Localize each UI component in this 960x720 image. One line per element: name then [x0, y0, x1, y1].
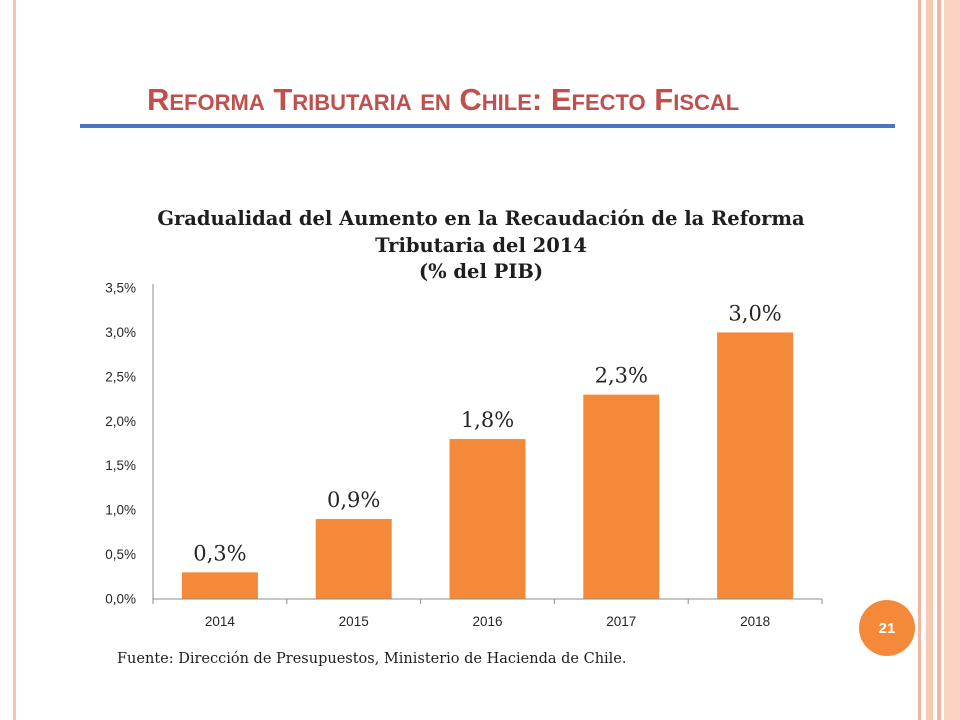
y-tick-label: 1,0%: [105, 503, 136, 518]
chart-subtitle: (% del PIB): [418, 260, 544, 283]
data-label-2014: 0,3%: [193, 541, 246, 565]
x-tick-label-2014: 2014: [205, 614, 236, 629]
right-border-stripe: [918, 0, 921, 720]
source-note: Fuente: Dirección de Presupuestos, Minis…: [117, 651, 627, 667]
y-tick-label: 2,0%: [105, 414, 136, 429]
bar-2014: [181, 572, 258, 599]
page-number: 21: [878, 619, 896, 637]
y-tick-label: 3,5%: [105, 281, 136, 296]
title-underline-rule: [80, 124, 895, 128]
data-label-2018: 3,0%: [728, 301, 781, 325]
y-tick-label: 1,5%: [105, 458, 136, 473]
bar-chart: 0,3% 2014 0,9% 2015 1,8% 2016 2,3% 2017 3,0% 2018…: [105, 281, 823, 629]
y-tick-label: 0,5%: [105, 547, 136, 562]
right-border-stripe: [937, 0, 941, 720]
bar-2015: [315, 519, 392, 599]
data-label-2016: 1,8%: [461, 408, 514, 432]
data-label-2015: 0,9%: [327, 488, 380, 512]
slide-title: Reforma Tributaria en Chile: Efecto Fisc…: [147, 82, 740, 117]
x-tick-label-2015: 2015: [339, 614, 369, 629]
bar-2018: [717, 332, 794, 599]
chart-heading: Gradualidad del Aumento en la Recaudació…: [101, 206, 861, 286]
y-tick-label: 3,0%: [105, 325, 136, 340]
right-border-stripe: [944, 0, 960, 720]
bar-2017: [583, 394, 660, 599]
chart-title: Gradualidad del Aumento en la Recaudació…: [157, 207, 805, 257]
x-tick-label-2017: 2017: [606, 614, 636, 629]
page-number-badge: 21: [859, 600, 915, 656]
right-border-stripe: [926, 0, 933, 720]
x-tick-label-2016: 2016: [472, 614, 502, 629]
y-tick-label: 0,0%: [105, 592, 136, 607]
x-tick-label-2018: 2018: [740, 614, 770, 629]
y-tick-label: 2,5%: [105, 369, 136, 384]
left-border-line: [13, 0, 16, 720]
bar-2016: [449, 439, 526, 599]
data-label-2017: 2,3%: [595, 364, 648, 388]
